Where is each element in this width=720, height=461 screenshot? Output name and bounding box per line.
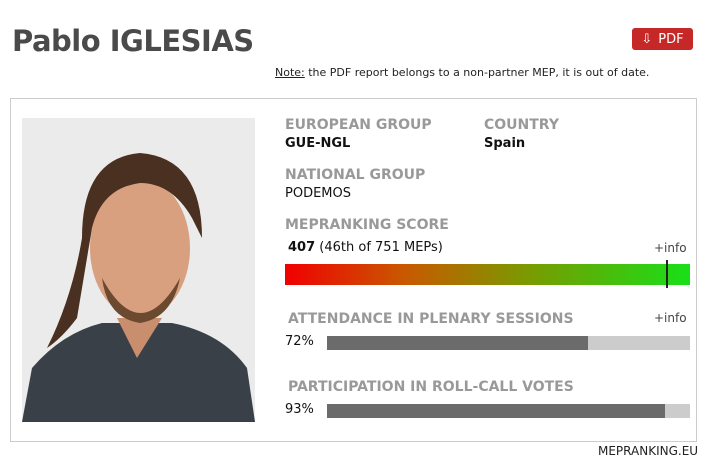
note-prefix: Note:	[275, 66, 305, 79]
european-group-value: GUE-NGL	[285, 136, 351, 151]
score-info-link[interactable]: +info	[654, 241, 687, 255]
score-label: MEPRANKING SCORE	[285, 217, 449, 233]
score-bar	[285, 260, 690, 288]
attendance-bar	[327, 336, 690, 350]
participation-bar	[327, 404, 690, 418]
page-title: Pablo IGLESIAS	[12, 24, 254, 58]
participation-value: 93%	[285, 402, 314, 417]
pdf-download-button[interactable]: ⇩ PDF	[632, 28, 693, 50]
participation-label: PARTICIPATION IN ROLL-CALL VOTES	[288, 379, 574, 395]
pdf-label: PDF	[658, 31, 684, 47]
national-group-value: PODEMOS	[285, 186, 351, 201]
site-footer: MEPRANKING.EU	[598, 444, 699, 458]
score-rank: (46th of 751 MEPs)	[319, 240, 443, 255]
pdf-note: Note: the PDF report belongs to a non-pa…	[275, 66, 649, 79]
national-group-label: NATIONAL GROUP	[285, 167, 426, 183]
attendance-bar-fill	[327, 336, 589, 350]
download-arrow-icon: ⇩	[641, 31, 653, 47]
attendance-label: ATTENDANCE IN PLENARY SESSIONS	[288, 311, 574, 327]
country-label: COUNTRY	[484, 117, 559, 133]
country-value: Spain	[484, 136, 526, 151]
score-value: 407	[288, 240, 316, 255]
score-marker	[665, 260, 668, 288]
participation-bar-fill	[327, 404, 665, 418]
attendance-info-link[interactable]: +info	[654, 311, 687, 325]
note-text: the PDF report belongs to a non-partner …	[304, 66, 650, 79]
attendance-value: 72%	[285, 334, 314, 349]
european-group-label: EUROPEAN GROUP	[285, 117, 432, 133]
mep-photo	[22, 118, 255, 422]
